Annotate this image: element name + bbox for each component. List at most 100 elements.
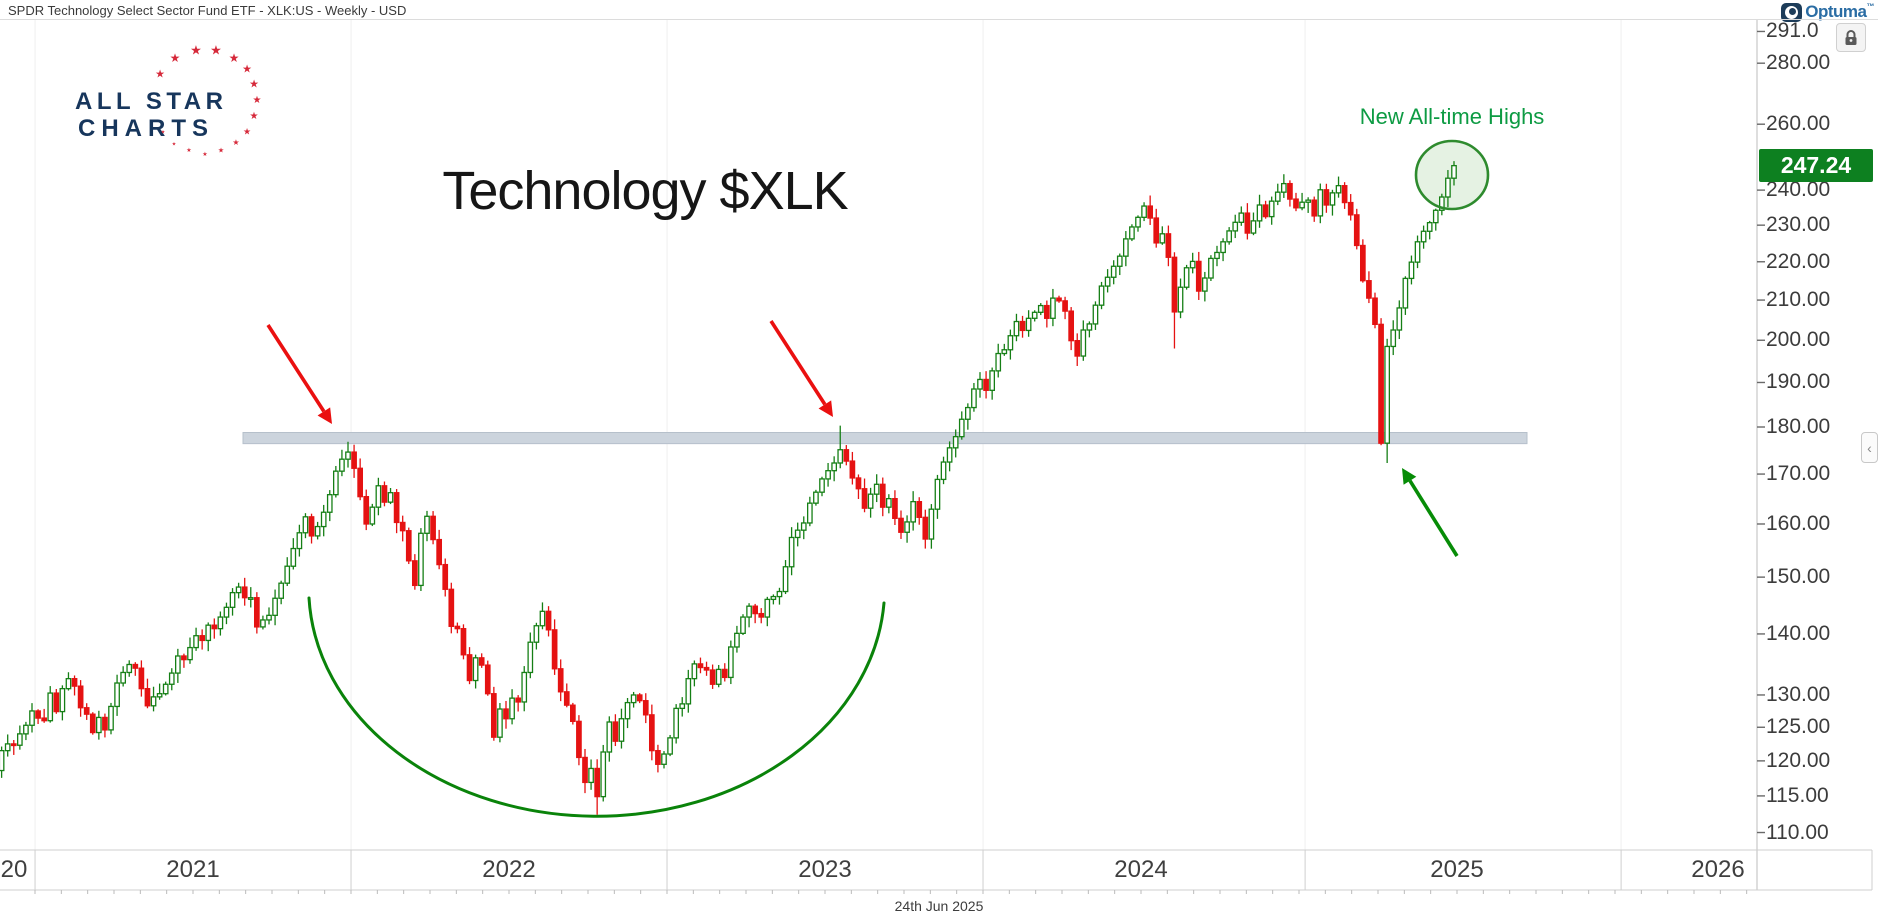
star-icon: ★ bbox=[169, 51, 181, 65]
up-candle bbox=[946, 447, 953, 463]
down-candle bbox=[1262, 204, 1269, 218]
down-candle bbox=[181, 655, 187, 661]
up-candle bbox=[1438, 196, 1445, 211]
down-candle bbox=[922, 516, 929, 540]
star-icon: ★ bbox=[155, 68, 165, 81]
green-arrow-shaft bbox=[1408, 479, 1459, 557]
down-candle bbox=[430, 515, 436, 541]
down-candle bbox=[758, 612, 765, 618]
up-candle bbox=[1080, 329, 1087, 357]
up-candle bbox=[16, 733, 23, 746]
star-icon: ★ bbox=[249, 111, 259, 122]
down-candle bbox=[381, 485, 388, 503]
up-candle bbox=[1280, 182, 1287, 193]
down-candle bbox=[861, 488, 868, 509]
down-candle bbox=[199, 635, 206, 642]
rounding-bottom-arc bbox=[307, 596, 886, 818]
down-candle bbox=[1062, 300, 1068, 312]
down-candle bbox=[1287, 182, 1293, 200]
star-icon: ★ bbox=[242, 126, 252, 137]
up-candle bbox=[424, 515, 430, 534]
up-candle bbox=[1432, 209, 1439, 224]
year-label: 2021 bbox=[166, 856, 220, 883]
down-candle bbox=[1165, 233, 1172, 258]
down-candle bbox=[1311, 199, 1318, 217]
red-arrow-1-shaft bbox=[266, 324, 326, 413]
up-candle bbox=[837, 449, 844, 464]
down-candle bbox=[515, 697, 522, 703]
down-candle bbox=[697, 663, 704, 669]
up-candle bbox=[691, 663, 698, 680]
up-candle bbox=[1086, 323, 1093, 331]
down-candle bbox=[35, 710, 41, 719]
up-candle bbox=[1335, 185, 1342, 194]
up-candle bbox=[1445, 177, 1451, 198]
up-candle bbox=[229, 591, 236, 608]
up-candle bbox=[527, 641, 534, 674]
up-candle bbox=[964, 406, 971, 420]
down-candle bbox=[308, 516, 315, 537]
up-candle bbox=[794, 529, 801, 539]
star-icon: ★ bbox=[228, 51, 240, 65]
axis-collapse-button[interactable]: ‹ bbox=[1861, 432, 1878, 463]
up-candle bbox=[940, 461, 947, 481]
up-candle bbox=[1305, 199, 1312, 203]
down-candle bbox=[405, 530, 412, 562]
star-icon: ★ bbox=[202, 152, 208, 158]
up-candle bbox=[114, 682, 120, 708]
up-candle bbox=[1159, 233, 1166, 244]
down-candle bbox=[849, 460, 856, 479]
up-candle bbox=[1299, 201, 1305, 209]
up-candle bbox=[205, 624, 212, 642]
down-candle bbox=[721, 668, 728, 679]
up-candle bbox=[995, 352, 1002, 372]
optuma-logo-label: Optuma bbox=[1805, 2, 1867, 21]
up-candle bbox=[1250, 220, 1257, 234]
down-candle bbox=[752, 605, 759, 615]
up-candle bbox=[47, 692, 54, 722]
up-candle bbox=[345, 451, 351, 460]
down-candle bbox=[703, 666, 710, 671]
up-candle bbox=[235, 586, 242, 594]
up-candle bbox=[1451, 164, 1457, 179]
down-candle bbox=[53, 692, 60, 713]
down-candle bbox=[843, 449, 850, 462]
down-candle bbox=[1341, 185, 1348, 204]
up-candle bbox=[387, 492, 394, 503]
down-candle bbox=[460, 628, 467, 656]
year-label: 2024 bbox=[1114, 856, 1168, 883]
up-candle bbox=[1426, 222, 1433, 232]
down-candle bbox=[253, 597, 260, 628]
up-candle bbox=[168, 672, 175, 685]
up-candle bbox=[120, 671, 127, 684]
up-candle bbox=[1420, 230, 1427, 243]
up-candle bbox=[904, 521, 910, 533]
down-candle bbox=[241, 586, 248, 599]
up-candle bbox=[162, 683, 169, 695]
down-candle bbox=[594, 767, 601, 798]
up-candle bbox=[521, 671, 528, 703]
down-candle bbox=[569, 704, 576, 723]
up-candle bbox=[1037, 304, 1044, 313]
up-candle bbox=[1214, 251, 1220, 260]
up-candle bbox=[770, 595, 777, 601]
up-candle bbox=[1274, 191, 1281, 202]
up-candle bbox=[873, 483, 880, 495]
up-candle bbox=[290, 547, 297, 567]
lock-button[interactable] bbox=[1836, 23, 1866, 52]
green-arrow-head bbox=[1402, 468, 1417, 485]
up-candle bbox=[1104, 276, 1111, 287]
up-candle bbox=[1050, 297, 1056, 319]
year-label: 2022 bbox=[482, 856, 536, 883]
up-candle bbox=[339, 458, 345, 472]
up-candle bbox=[740, 616, 746, 635]
down-candle bbox=[1171, 256, 1178, 313]
down-candle bbox=[357, 467, 364, 498]
up-candle bbox=[952, 436, 959, 449]
up-candle bbox=[734, 632, 740, 648]
up-candle bbox=[977, 378, 983, 390]
down-candle bbox=[83, 707, 90, 715]
up-candle bbox=[746, 605, 752, 618]
down-candle bbox=[89, 713, 96, 734]
